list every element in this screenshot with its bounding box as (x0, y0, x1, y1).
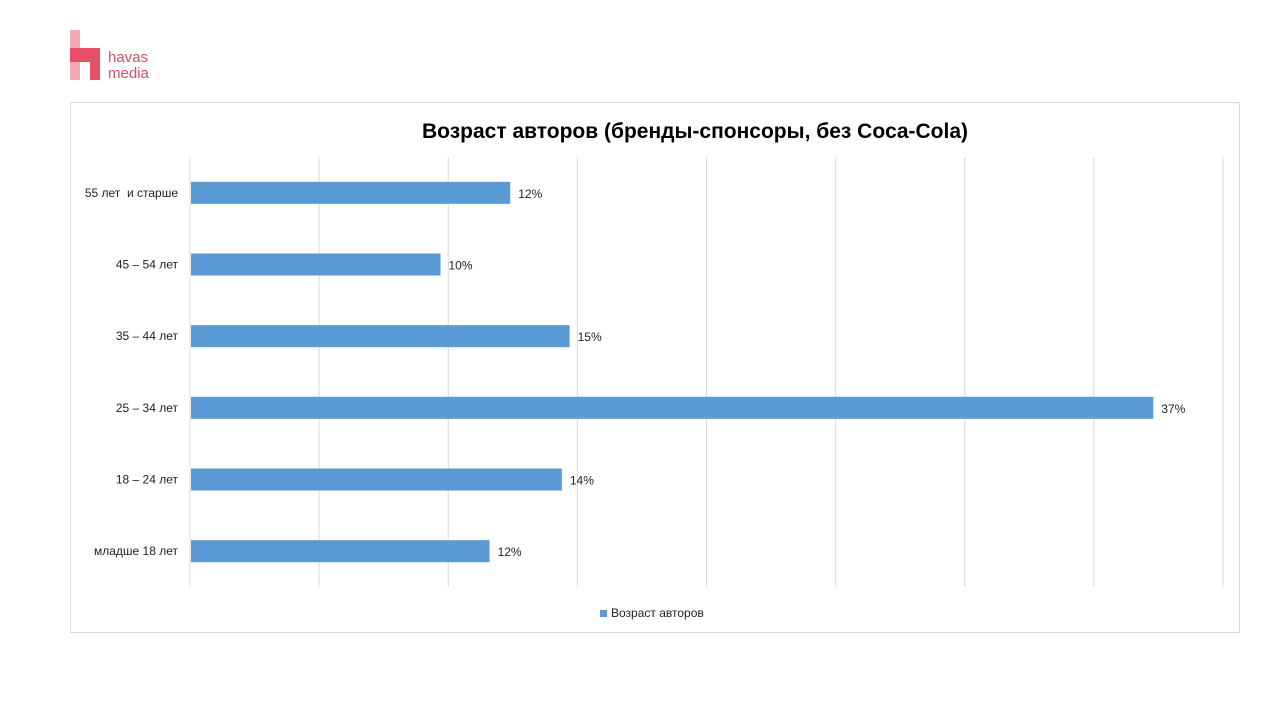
data-label: 14% (570, 474, 594, 488)
data-label: 12% (498, 545, 522, 559)
category-label: 55 лет и старше (85, 186, 178, 200)
bar (191, 396, 1154, 419)
data-label: 12% (518, 187, 542, 201)
bar (191, 325, 570, 348)
bar (191, 181, 511, 204)
chart-frame (70, 102, 1240, 633)
bar (191, 253, 441, 276)
logo-line2: media (108, 65, 149, 82)
category-label: 25 – 34 лет (116, 401, 179, 415)
data-label: 15% (578, 330, 602, 344)
chart-title: Возраст авторов (бренды-спонсоры, без Co… (422, 120, 968, 143)
category-label: 45 – 54 лет (116, 258, 179, 272)
category-label: 35 – 44 лет (116, 329, 179, 343)
category-label: младше 18 лет (94, 544, 179, 558)
legend-label: Возраст авторов (611, 606, 704, 620)
logo-line1: havas (108, 49, 149, 66)
category-label: 18 – 24 лет (116, 473, 179, 487)
data-label: 10% (449, 259, 473, 273)
bar (191, 468, 562, 491)
havas-media-logo: havas media (70, 30, 170, 82)
legend-swatch (600, 609, 607, 617)
bar (191, 540, 490, 563)
legend: Возраст авторов (600, 606, 704, 620)
data-label: 37% (1161, 402, 1185, 416)
